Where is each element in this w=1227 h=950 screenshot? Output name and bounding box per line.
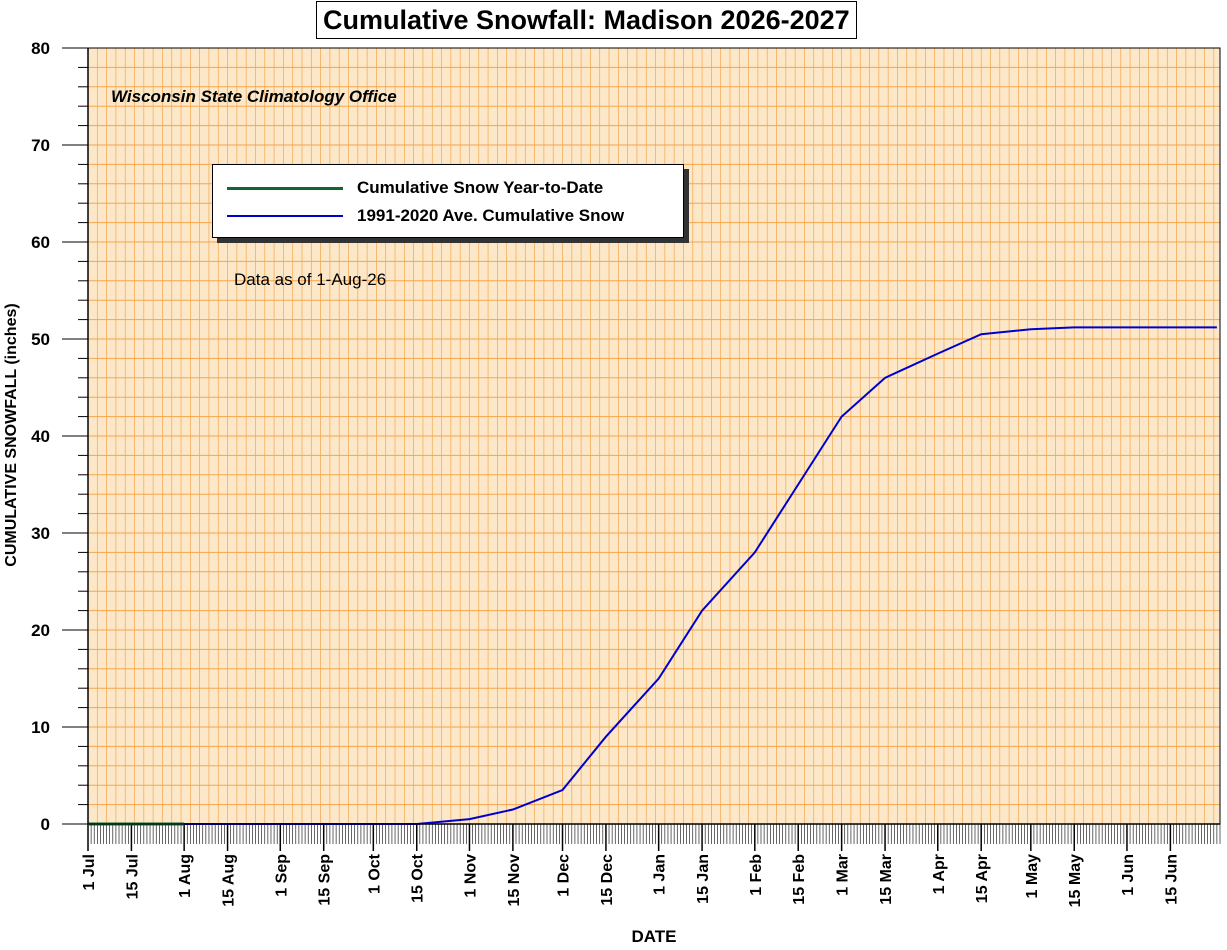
x-tick-label: 15 Aug (221, 854, 238, 907)
y-tick-label: 10 (31, 718, 50, 737)
organization-label: Wisconsin State Climatology Office (111, 87, 397, 106)
y-tick-label: 70 (31, 136, 50, 155)
x-tick-label: 1 Dec (556, 854, 573, 897)
legend: Cumulative Snow Year-to-Date 1991-2020 A… (212, 164, 684, 238)
x-tick-label: 15 Oct (410, 853, 427, 903)
x-tick-label: 15 Jun (1163, 854, 1180, 905)
x-tick-label: 15 Mar (878, 854, 895, 905)
legend-item-average: 1991-2020 Ave. Cumulative Snow (227, 206, 624, 226)
x-tick-label: 1 Nov (462, 854, 479, 898)
x-tick-label: 15 Apr (974, 854, 991, 903)
x-tick-label: 1 May (1024, 854, 1041, 899)
x-tick-label: 15 Jul (124, 854, 141, 899)
x-tick-label: 1 Oct (366, 853, 383, 894)
legend-label-average: 1991-2020 Ave. Cumulative Snow (357, 206, 625, 225)
x-tick-label: 15 Sep (317, 854, 334, 906)
x-tick-label: 15 Nov (506, 854, 523, 907)
y-tick-label: 50 (31, 330, 50, 349)
legend-label-year-to-date: Cumulative Snow Year-to-Date (357, 178, 604, 197)
x-tick-label: 15 May (1067, 854, 1084, 907)
legend-item-year-to-date: Cumulative Snow Year-to-Date (227, 178, 603, 198)
x-tick-label: 1 Aug (177, 854, 194, 898)
y-tick-label: 20 (31, 621, 50, 640)
legend-swatch-year-to-date (227, 186, 343, 190)
x-tick-label: 15 Feb (791, 854, 808, 905)
y-tick-label: 0 (41, 815, 50, 834)
y-tick-label: 40 (31, 427, 50, 446)
y-tick-label: 30 (31, 524, 50, 543)
x-tick-label: 15 Dec (599, 854, 616, 906)
x-tick-label: 1 Jun (1120, 854, 1137, 896)
x-tick-label: 1 Jul (81, 854, 98, 890)
x-tick-label: 1 Feb (748, 854, 765, 896)
chart-title: Cumulative Snowfall: Madison 2026-2027 (316, 1, 857, 39)
x-tick-label: 1 Jan (652, 854, 669, 895)
x-axis-label: DATE (631, 927, 677, 946)
y-axis-label: CUMULATIVE SNOWFALL (inches) (3, 303, 20, 567)
legend-swatch-average (227, 215, 343, 217)
data-date-annotation: Data as of 1-Aug-26 (234, 270, 387, 289)
x-tick-label: 1 Apr (931, 854, 948, 894)
y-tick-label: 60 (31, 233, 50, 252)
plot-frame (87, 47, 1221, 825)
x-tick-label: 15 Jan (695, 854, 712, 904)
y-tick-label: 80 (31, 39, 50, 58)
x-tick-label: 1 Sep (273, 854, 290, 897)
x-tick-label: 1 Mar (835, 854, 852, 896)
average-snow-line (88, 326, 1217, 825)
